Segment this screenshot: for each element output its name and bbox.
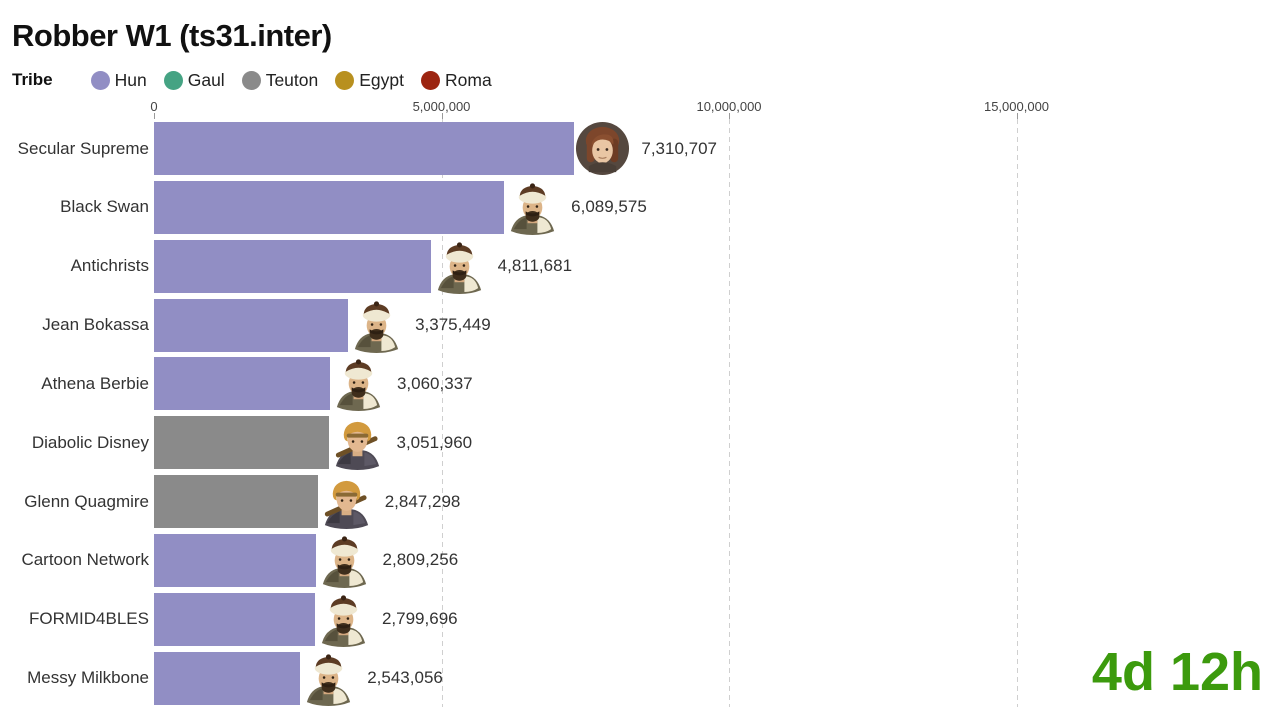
player-bar bbox=[154, 475, 318, 529]
player-bar bbox=[154, 239, 431, 293]
tribe-name: Egypt bbox=[359, 69, 404, 90]
player-avatar-icon bbox=[505, 180, 560, 235]
player-name: Athena Berbie bbox=[41, 373, 149, 393]
player-name: FORMID4BLES bbox=[29, 609, 149, 629]
bar-row: FORMID4BLES 2,799,696 bbox=[0, 592, 1280, 647]
player-avatar-icon bbox=[432, 239, 487, 294]
axis-tick-label: 5,000,000 bbox=[412, 99, 471, 114]
player-name: Antichrists bbox=[70, 256, 149, 276]
axis-tick-label: 10,000,000 bbox=[696, 99, 762, 114]
tribe-color-dot-icon bbox=[90, 70, 110, 90]
player-name: Diabolic Disney bbox=[31, 432, 149, 452]
page-title: Robber W1 (ts31.inter) bbox=[12, 18, 332, 53]
player-avatar-icon bbox=[349, 298, 404, 353]
tribe-name: Hun bbox=[114, 69, 147, 90]
bar-row: Athena Berbie 3,060,337 bbox=[0, 357, 1280, 410]
bar-row: Antichrists 4,811,681 bbox=[0, 239, 1280, 294]
tribe-color-dot-icon bbox=[241, 70, 261, 90]
player-value: 2,543,056 bbox=[367, 668, 443, 688]
player-bar bbox=[154, 533, 316, 587]
player-name: Secular Supreme bbox=[17, 138, 149, 158]
bar-row: Glenn Quagmire 2,847,298 bbox=[0, 475, 1280, 528]
player-value: 3,060,337 bbox=[396, 373, 473, 393]
player-value: 6,089,575 bbox=[571, 197, 647, 217]
legend-item: Gaul bbox=[163, 69, 225, 91]
legend-item: Roma bbox=[421, 70, 492, 91]
player-avatar-icon bbox=[317, 533, 372, 588]
bar-row: Cartoon Network 2,809,256 bbox=[0, 533, 1280, 588]
bar-row: Messy Milkbone 2,543,056 bbox=[0, 651, 1280, 706]
axis-tick-mark bbox=[729, 113, 730, 119]
player-value: 2,799,696 bbox=[381, 609, 458, 629]
player-name: Cartoon Network bbox=[21, 550, 149, 570]
player-value: 2,809,256 bbox=[382, 550, 459, 570]
tribe-color-dot-icon bbox=[335, 70, 355, 90]
gridline bbox=[1016, 119, 1018, 707]
bar-row: Diabolic Disney 3,051,960 bbox=[0, 416, 1280, 469]
player-avatar-icon bbox=[316, 592, 371, 647]
bar-row: Jean Bokassa 3,375,449 bbox=[0, 298, 1280, 353]
player-name: Messy Milkbone bbox=[27, 668, 149, 688]
gridline bbox=[441, 119, 443, 707]
bar-row: Secular Supreme 7,310,707 bbox=[0, 122, 1280, 175]
player-value: 2,847,298 bbox=[384, 491, 461, 511]
gridline bbox=[729, 119, 730, 707]
axis-tick-label: 15,000,000 bbox=[983, 99, 1050, 114]
player-bar bbox=[154, 651, 301, 705]
legend-item: Hun bbox=[90, 69, 147, 91]
legend-title: Tribe bbox=[12, 70, 53, 89]
player-name: Glenn Quagmire bbox=[24, 491, 149, 511]
bar-row: Black Swan 6,089,575 bbox=[0, 180, 1280, 235]
player-value: 7,310,707 bbox=[641, 138, 717, 158]
elapsed-time-label: 4d 12h bbox=[1091, 642, 1263, 702]
player-name: Black Swan bbox=[60, 197, 149, 217]
legend-items: Hun Gaul Teuton Egypt Roma bbox=[90, 69, 492, 91]
legend-item: Teuton bbox=[241, 69, 319, 91]
player-bar bbox=[154, 416, 330, 470]
legend-item: Egypt bbox=[335, 70, 404, 91]
player-bar bbox=[154, 122, 575, 175]
player-bar bbox=[154, 180, 505, 234]
player-bar bbox=[154, 592, 315, 646]
player-bar bbox=[154, 357, 330, 411]
player-avatar-icon bbox=[330, 415, 385, 470]
player-value: 3,051,960 bbox=[396, 432, 473, 452]
player-value: 4,811,681 bbox=[497, 256, 573, 276]
tribe-name: Gaul bbox=[187, 69, 225, 90]
player-name: Jean Bokassa bbox=[42, 315, 149, 335]
axis-tick-label: 0 bbox=[150, 99, 158, 114]
tribe-color-dot-icon bbox=[163, 70, 183, 90]
player-avatar-icon bbox=[331, 356, 386, 411]
axis-tick-mark bbox=[154, 113, 155, 119]
tribe-legend: Tribe Hun Gaul Teuton Egypt Roma bbox=[12, 68, 492, 92]
tribe-color-dot-icon bbox=[421, 70, 440, 90]
player-avatar-icon bbox=[301, 651, 356, 706]
player-avatar-icon bbox=[319, 474, 374, 529]
player-value: 3,375,449 bbox=[415, 315, 491, 335]
axis-tick-mark bbox=[441, 113, 443, 119]
tribe-name: Roma bbox=[445, 69, 492, 90]
player-avatar-icon bbox=[575, 121, 630, 176]
tribe-name: Teuton bbox=[265, 69, 319, 90]
player-bar bbox=[154, 298, 349, 352]
axis-tick-mark bbox=[1016, 113, 1018, 119]
